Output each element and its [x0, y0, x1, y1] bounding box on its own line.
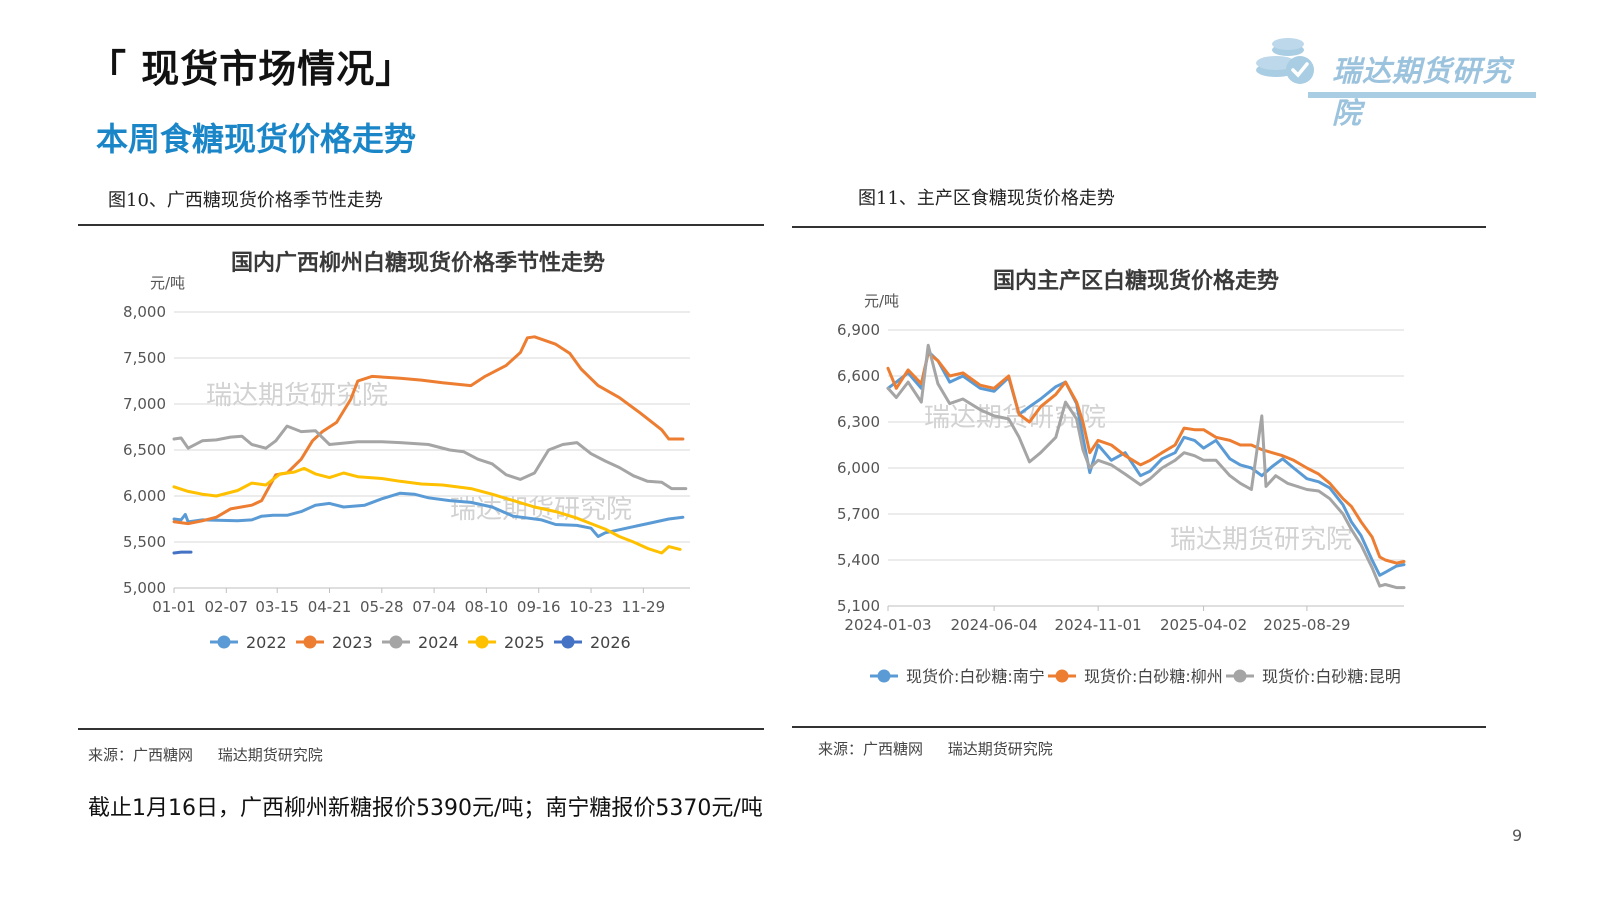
x-tick-label: 2024-01-03 [844, 616, 931, 634]
y-tick-label: 5,000 [123, 579, 166, 597]
legend-marker [475, 635, 489, 649]
legend-label: 现货价:白砂糖:昆明 [1262, 667, 1401, 686]
legend-item: 2026 [554, 633, 631, 652]
legend-label: 现货价:白砂糖:柳州 [1084, 667, 1223, 686]
legend-marker [1233, 669, 1247, 683]
x-tick-label: 09-16 [517, 598, 561, 616]
source-org: 瑞达期货研究院 [947, 740, 1053, 758]
y-tick-label: 6,500 [123, 441, 166, 459]
y-tick-label: 5,500 [123, 533, 166, 551]
legend-item: 现货价:白砂糖:柳州 [1048, 667, 1223, 686]
logo-text: 瑞达期货研究院 [1332, 54, 1513, 130]
y-tick-label: 7,000 [123, 395, 166, 413]
figure-11-source: 来源：广西糖网 瑞达期货研究院 [818, 738, 1073, 759]
legend-item: 2025 [468, 633, 545, 652]
figure-10-source: 来源：广西糖网 瑞达期货研究院 [88, 744, 343, 765]
source-label: 来源：广西糖网 [818, 740, 924, 758]
y-axis-unit: 元/吨 [150, 274, 185, 292]
series-line-2022 [172, 491, 685, 538]
legend-marker [303, 635, 317, 649]
series-line-现货价:白砂糖:柳州 [886, 351, 1406, 565]
chart-title: 国内广西柳州白糖现货价格季节性走势 [231, 250, 605, 276]
page-number: 9 [1512, 826, 1523, 845]
legend-label: 2026 [590, 633, 631, 652]
y-tick-label: 6,000 [123, 487, 166, 505]
figure-10-top-rule [78, 224, 764, 226]
chart-title: 国内主产区白糖现货价格走势 [993, 268, 1279, 294]
legend-label: 2025 [504, 633, 545, 652]
x-tick-label: 2024-11-01 [1055, 616, 1142, 634]
figure-11-top-rule [792, 226, 1486, 228]
legend-label: 2022 [246, 633, 287, 652]
legend-marker [561, 635, 575, 649]
legend-marker [1055, 669, 1069, 683]
source-label: 来源：广西糖网 [88, 746, 194, 764]
y-tick-label: 6,600 [837, 367, 880, 385]
legend-item: 2024 [382, 633, 459, 652]
x-tick-label: 11-29 [622, 598, 666, 616]
logo-underline [1308, 92, 1536, 98]
footnote: 截止1月16日，广西柳州新糖报价5390元/吨；南宁糖报价5370元/吨 [88, 796, 763, 821]
brand-logo: 瑞达期货研究院 [1250, 30, 1540, 130]
legend-label: 现货价:白砂糖:南宁 [906, 667, 1045, 686]
watermark: 瑞达期货研究院 [206, 381, 388, 411]
x-tick-label: 2025-08-29 [1263, 616, 1350, 634]
x-tick-label: 08-10 [465, 598, 509, 616]
figure-10-bottom-rule [78, 728, 764, 730]
series-line-2025 [172, 466, 682, 555]
x-tick-label: 02-07 [205, 598, 249, 616]
legend-item: 2022 [210, 633, 287, 652]
x-tick-label: 03-15 [255, 598, 299, 616]
y-tick-label: 6,300 [837, 413, 880, 431]
y-axis-unit: 元/吨 [864, 292, 899, 310]
coins-check-icon [1256, 38, 1314, 84]
y-tick-label: 5,100 [837, 597, 880, 615]
figure-10-caption: 图10、广西糖现货价格季节性走势 [108, 190, 383, 211]
legend-item: 2023 [296, 633, 373, 652]
series-line-2023 [172, 335, 685, 526]
legend-item: 现货价:白砂糖:南宁 [870, 667, 1045, 686]
series-line-2026 [172, 550, 193, 555]
section-title: 本周食糖现货价格走势 [96, 120, 417, 158]
figure-11-bottom-rule [792, 726, 1486, 728]
source-org: 瑞达期货研究院 [217, 746, 323, 764]
legend-label: 2024 [418, 633, 459, 652]
legend-marker [389, 635, 403, 649]
x-tick-label: 2024-06-04 [951, 616, 1038, 634]
x-tick-label: 2025-04-02 [1160, 616, 1247, 634]
x-tick-label: 04-21 [308, 598, 352, 616]
watermark: 瑞达期货研究院 [1170, 525, 1352, 555]
figure-11-caption: 图11、主产区食糖现货价格走势 [858, 188, 1115, 209]
x-tick-label: 10-23 [569, 598, 613, 616]
legend-marker [217, 635, 231, 649]
y-tick-label: 8,000 [123, 303, 166, 321]
y-tick-label: 6,900 [837, 321, 880, 339]
y-tick-label: 5,700 [837, 505, 880, 523]
series-line-现货价:白砂糖:昆明 [886, 343, 1406, 590]
x-tick-label: 07-04 [412, 598, 456, 616]
legend-label: 2023 [332, 633, 373, 652]
y-tick-label: 5,400 [837, 551, 880, 569]
x-tick-label: 01-01 [152, 598, 196, 616]
series-line-2024 [172, 424, 688, 491]
legend-item: 现货价:白砂糖:昆明 [1226, 667, 1401, 686]
y-tick-label: 6,000 [837, 459, 880, 477]
page-title: 「 现货市场情况」 [88, 47, 415, 91]
y-tick-label: 7,500 [123, 349, 166, 367]
legend-marker [877, 669, 891, 683]
x-tick-label: 05-28 [360, 598, 404, 616]
series-line-现货价:白砂糖:南宁 [886, 350, 1406, 577]
